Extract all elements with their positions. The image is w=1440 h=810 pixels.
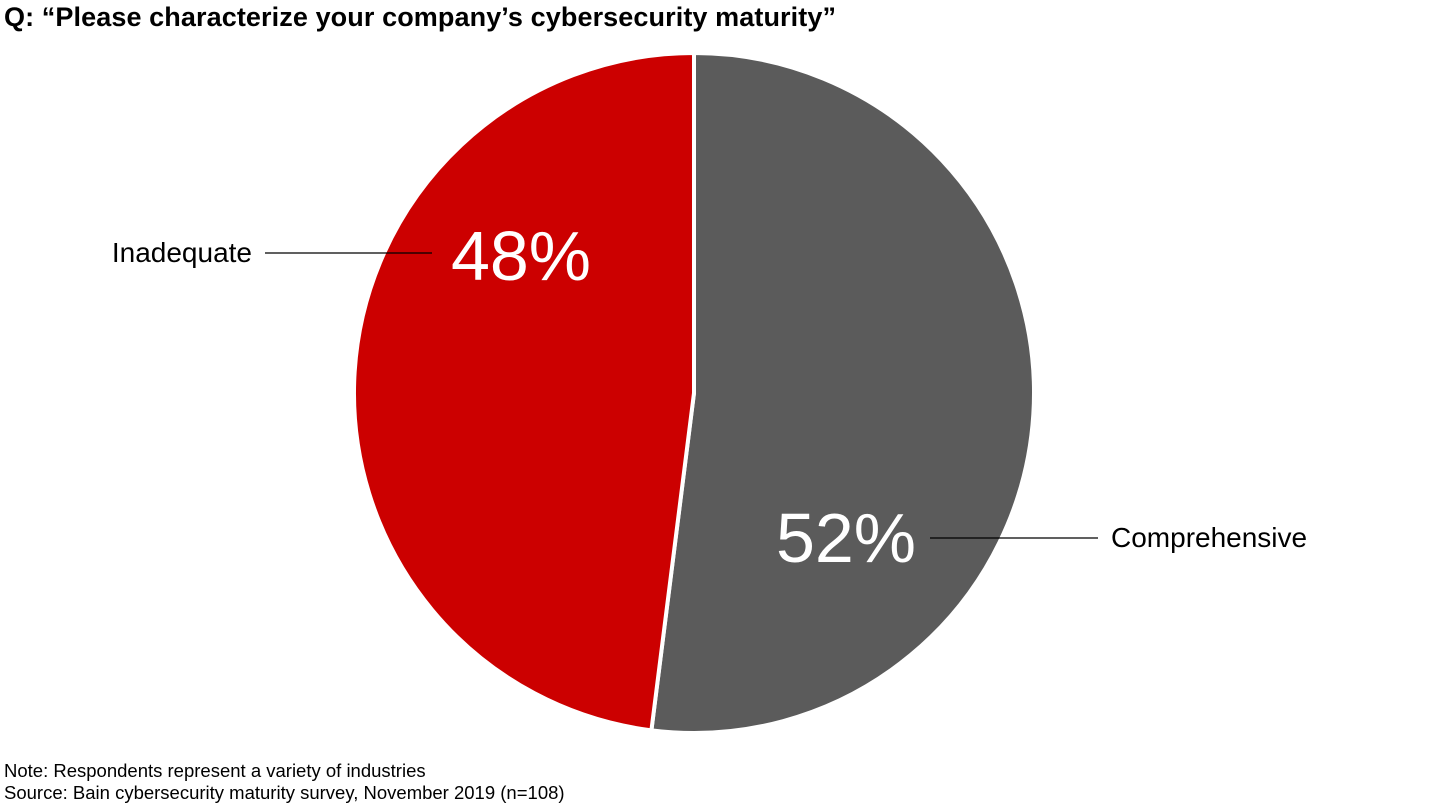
value-label-inadequate: 48% xyxy=(451,217,591,295)
leader-lines xyxy=(265,252,1098,539)
pie-slice-comprehensive xyxy=(649,51,1036,735)
pie-slice-inadequate xyxy=(351,51,696,733)
pie-slices xyxy=(351,51,1036,735)
category-label-inadequate: Inadequate xyxy=(112,237,252,268)
category-label-comprehensive: Comprehensive xyxy=(1111,522,1307,553)
pie-chart: Inadequate Comprehensive 48% 52% xyxy=(112,51,1307,735)
value-label-comprehensive: 52% xyxy=(776,499,916,577)
footer-source: Source: Bain cybersecurity maturity surv… xyxy=(4,782,565,803)
chart-title: Q: “Please characterize your company’s c… xyxy=(4,2,837,32)
footer: Note: Respondents represent a variety of… xyxy=(4,760,565,804)
footer-note: Note: Respondents represent a variety of… xyxy=(4,760,426,781)
